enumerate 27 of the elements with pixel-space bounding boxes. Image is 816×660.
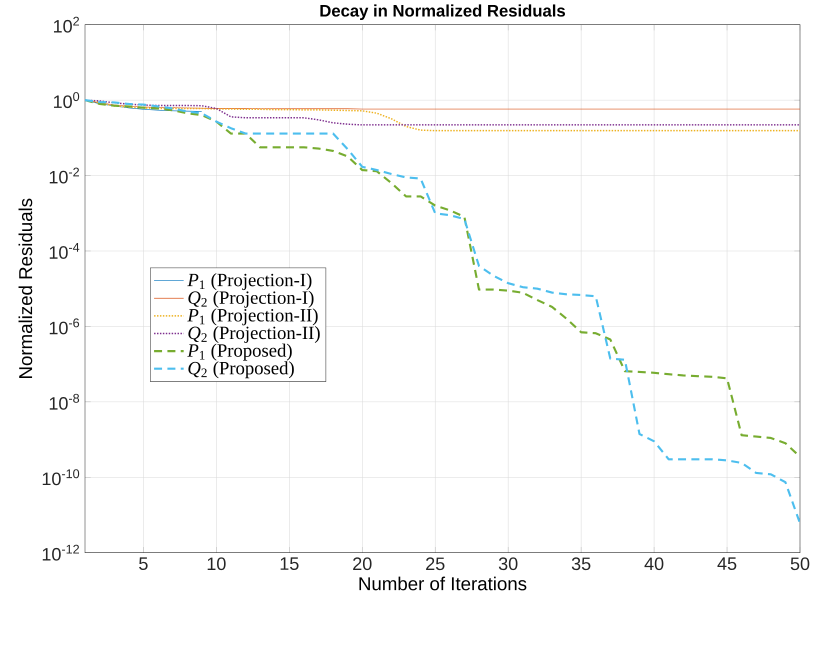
x-axis-title: Number of Iterations <box>359 576 526 591</box>
legend-label: P$_{1}$ (Proposed) <box>187 344 292 361</box>
y-tick-label: 10$^{-10}$ <box>42 469 80 486</box>
y-axis-title: Normalized Residuals <box>18 198 32 378</box>
x-tick-label: 15 <box>280 558 299 570</box>
x-tick-label: 30 <box>498 558 518 570</box>
x-tick-label: 50 <box>790 558 810 570</box>
legend-label: Q$_{2}$ (Proposed) <box>188 361 294 378</box>
y-tick-label: 10$^{-8}$ <box>50 394 80 410</box>
y-tick-label: 10$^{0}$ <box>54 92 80 108</box>
legend-label: P$_{1}$ (Projection-I) <box>187 273 312 290</box>
legend-label: Q$_{2}$ (Projection-II) <box>188 326 320 344</box>
y-tick-label: 10$^{2}$ <box>54 16 79 33</box>
y-tick-label: 10$^{-4}$ <box>50 243 80 260</box>
x-tick-label: 10 <box>208 558 226 570</box>
chart-title: Decay in Normalized Residuals <box>320 4 565 20</box>
x-tick-label: 20 <box>353 558 372 570</box>
x-tick-label: 40 <box>644 558 664 570</box>
y-tick-label: 10$^{-6}$ <box>50 318 80 335</box>
x-tick-label: 45 <box>717 558 736 570</box>
y-tick-label: 10$^{-12}$ <box>42 544 79 561</box>
legend-label: Q$_{2}$ (Projection-I) <box>188 290 314 308</box>
x-tick-label: 35 <box>572 558 590 570</box>
y-tick-label: 10$^{-2}$ <box>50 168 79 184</box>
legend-label: P$_{1}$ (Projection-II) <box>187 308 318 326</box>
x-tick-label: 5 <box>139 558 148 570</box>
x-tick-label: 25 <box>426 558 444 570</box>
